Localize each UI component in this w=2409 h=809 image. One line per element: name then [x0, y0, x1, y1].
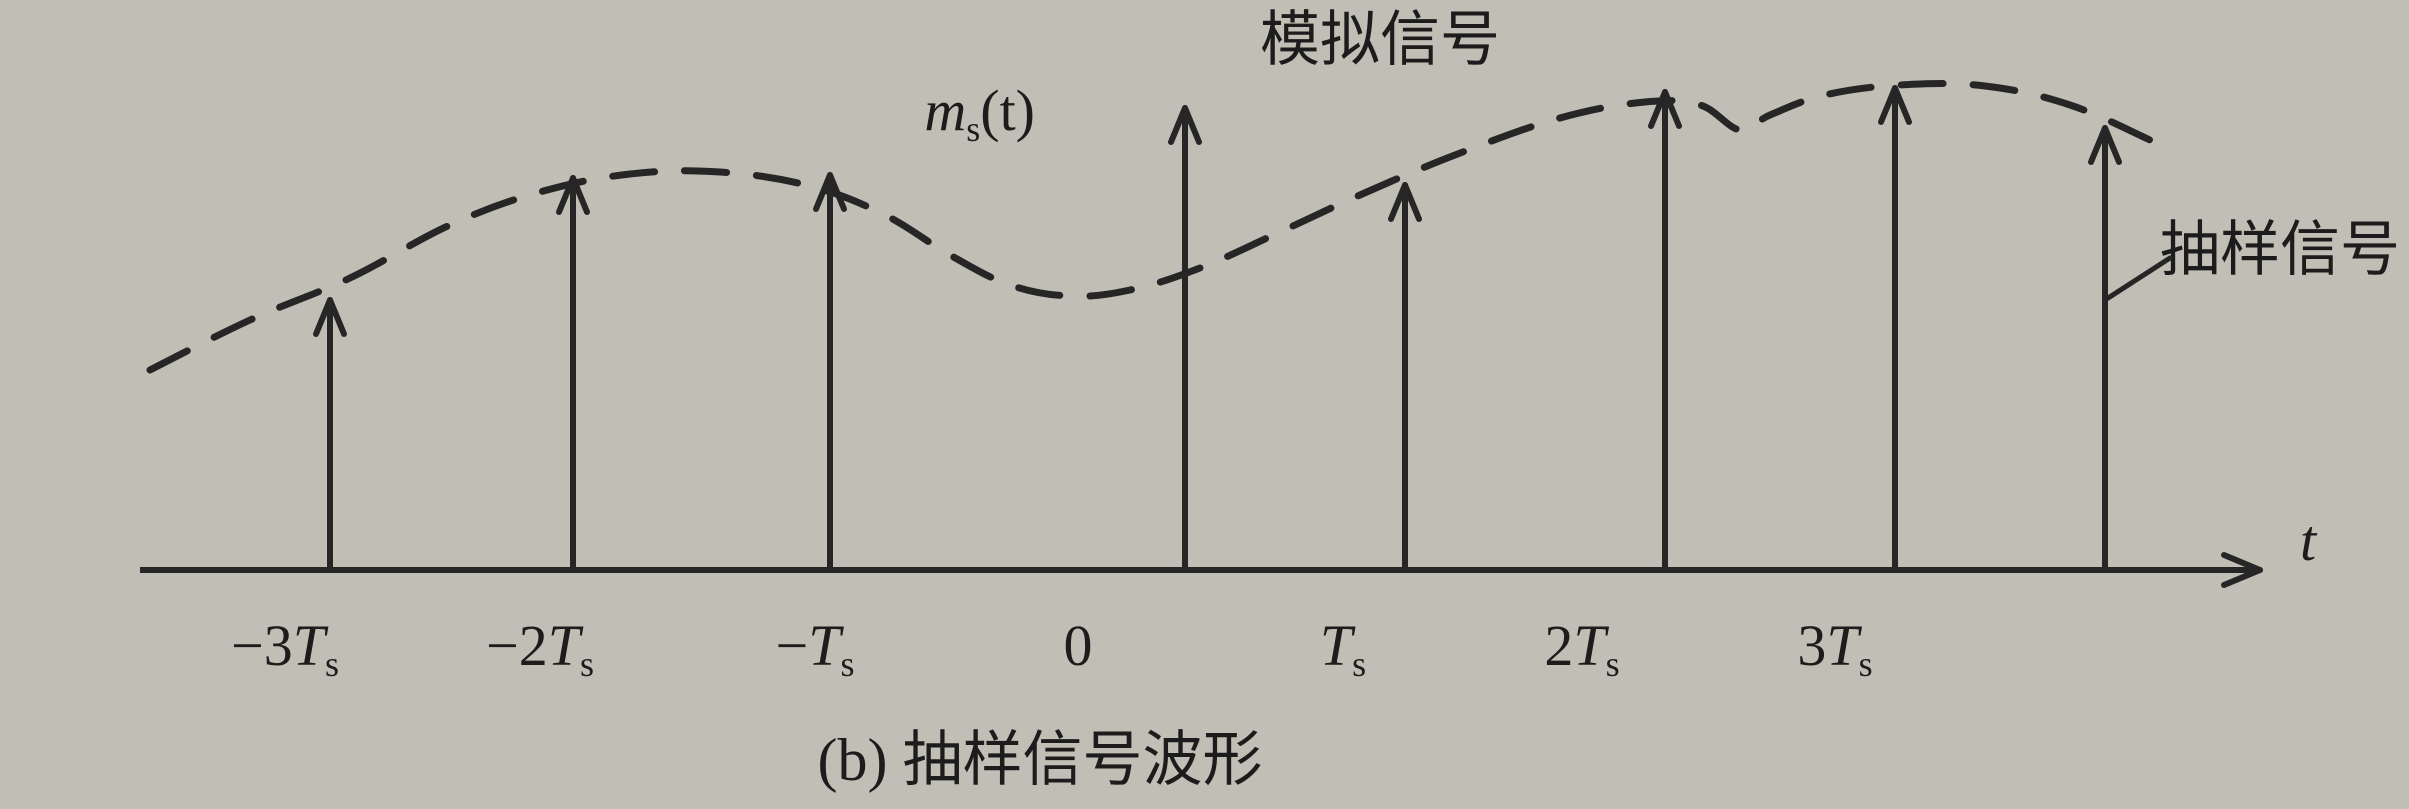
analog-signal-curve: [150, 84, 2150, 370]
x-tick-label: Ts: [1320, 613, 1366, 684]
x-tick-label: −3Ts: [231, 613, 339, 684]
axis-label-t: t: [2300, 508, 2318, 573]
diagram-stage: t −3Ts −2Ts −Ts 0 Ts 2Ts 3Ts ms(t) 模拟信号抽样信号 (b) 抽样…: [0, 0, 2409, 809]
x-tick-label: −Ts: [776, 613, 855, 684]
label-analog-signal: 模拟信号: [1260, 7, 1500, 73]
diagram-svg: t −3Ts −2Ts −Ts 0 Ts 2Ts 3Ts ms(t) 模拟信号抽样信号 (b) 抽样…: [0, 0, 2409, 809]
x-tick-label: 3Ts: [1797, 613, 1872, 684]
label-sampled-signal: 抽样信号: [2160, 217, 2400, 283]
x-tick-label: 0: [1064, 613, 1093, 678]
x-tick-label: 2Ts: [1544, 613, 1619, 684]
x-tick-label: −2Ts: [486, 613, 594, 684]
figure-caption: (b) 抽样信号波形: [818, 727, 1263, 793]
y-axis-label: ms(t): [924, 78, 1035, 149]
